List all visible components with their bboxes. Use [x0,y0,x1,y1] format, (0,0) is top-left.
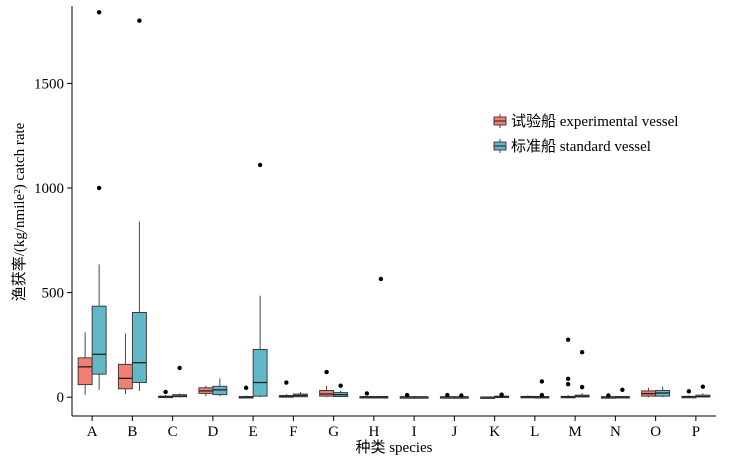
outlier-point [284,380,289,385]
x-axis-title: 种类 species [355,439,432,456]
outlier-point [700,384,706,389]
box-H-standard [373,276,389,399]
x-tick-label: G [328,424,339,440]
box-H-experimental [359,391,375,399]
y-ticks-layer: 0 500 1000 1500 [34,76,72,406]
legend-item-standard: 标准船 standard vessel [493,138,651,155]
box-M-experimental [560,337,576,399]
x-tick-label: A [87,424,98,440]
box-body [131,312,147,383]
x-tick-label: C [168,424,178,440]
box-E-standard [252,162,268,398]
x-tick-label: J [451,424,457,440]
box-body [319,390,335,397]
outlier-point [539,392,545,398]
outlier-point [539,379,545,384]
box-D-standard [212,378,228,397]
outlier-point [445,392,450,398]
box-J-experimental [439,392,455,399]
y-tick-label: 500 [42,286,65,302]
x-tick-label: N [610,424,621,440]
x-tick-label: P [692,424,700,440]
outlier-point [163,389,168,395]
y-tick-label: 0 [57,390,65,406]
y-tick-label: 1500 [34,76,64,92]
outlier-point [459,393,464,398]
box-G-experimental [319,369,335,398]
box-L-experimental [520,395,536,399]
box-A-experimental [77,332,93,395]
box-C-experimental [158,389,174,399]
outlier-point [620,387,625,393]
y-tick-label: 1000 [34,181,64,197]
box-F-experimental [278,380,294,398]
outlier-point [96,185,102,191]
box-N-standard [614,387,630,399]
x-tick-label: B [127,424,137,440]
box-O-experimental [641,387,657,398]
box-B-experimental [117,333,133,395]
box-P-standard [695,384,711,398]
legend-item-experimental: 试验船 experimental vessel [493,113,678,130]
box-K-experimental [480,396,496,399]
box-B-standard [131,18,147,391]
box-body [77,357,93,386]
x-tick-label: D [207,424,218,440]
box-G-standard [333,383,349,398]
x-tick-label: K [489,424,500,440]
x-tick-label: E [249,424,258,440]
box-I-standard [413,396,429,399]
box-body [252,349,268,397]
x-tick-label: M [568,424,581,440]
box-O-standard [655,386,671,398]
outlier-point [565,382,571,387]
box-J-standard [453,393,469,399]
outlier-point [499,392,504,397]
x-tick-label: O [650,424,661,440]
x-tick-label: I [412,424,417,440]
box-M-standard [574,349,590,398]
box-body [117,363,133,390]
box-D-experimental [198,385,214,397]
outlier-point [96,10,102,15]
outlier-point [364,391,370,396]
box-body [91,305,107,375]
axes-layer [71,6,716,417]
legend-label: 试验船 experimental vessel [511,113,678,130]
outlier-point [177,365,182,371]
outlier-point [257,162,263,168]
outlier-point [579,384,585,390]
outlier-point [606,393,611,398]
boxes-layer [77,10,711,399]
outlier-point [565,376,571,381]
y-axis-title: 渔获率/(kg/nmile²) catch rate [11,122,28,301]
outlier-point [338,383,343,388]
outlier-point [579,349,585,355]
box-A-standard [91,10,107,390]
outlier-point [324,369,329,375]
legend: 试验船 experimental vessel 标准船 standard vess… [493,113,678,155]
outlier-point [137,18,142,23]
x-tick-label: L [530,424,539,440]
outlier-point [404,392,410,398]
outlier-point [378,276,384,282]
box-I-experimental [399,392,415,399]
outlier-point [243,385,249,390]
box-F-standard [292,391,308,398]
outlier-point [686,389,692,394]
box-P-experimental [681,389,697,399]
box-E-experimental [238,385,254,399]
x-tick-label: F [289,424,297,440]
box-K-standard [494,392,510,399]
x-tick-label: H [368,424,379,440]
box-L-standard [534,379,550,399]
legend-label: 标准船 standard vessel [511,138,651,155]
outlier-point [565,337,571,342]
x-ticks-layer: A B C D E F G H I J K L M N O P [87,416,700,440]
box-N-experimental [600,393,616,399]
box-C-standard [172,365,188,398]
